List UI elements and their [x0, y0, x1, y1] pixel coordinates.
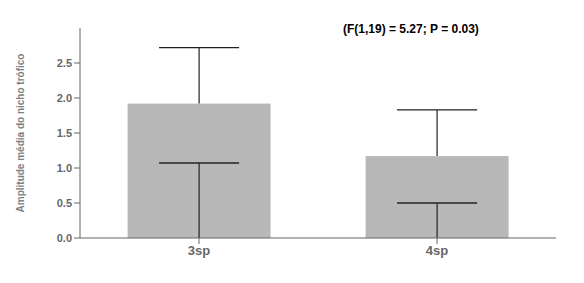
svg-text:Amplitude média do nicho trófi: Amplitude média do nicho trófico [15, 54, 26, 213]
svg-text:0.0: 0.0 [57, 232, 72, 244]
svg-text:1.5: 1.5 [57, 127, 72, 139]
svg-text:2.5: 2.5 [57, 57, 72, 69]
svg-text:0.5: 0.5 [57, 197, 72, 209]
svg-text:1.0: 1.0 [57, 162, 72, 174]
svg-text:3sp: 3sp [188, 243, 210, 258]
svg-text:2.0: 2.0 [57, 92, 72, 104]
svg-text:4sp: 4sp [426, 243, 448, 258]
html-text:(F(1,19) = 5.27; P = 0.03): (F(1,19) = 5.27; P = 0.03) [343, 22, 479, 36]
